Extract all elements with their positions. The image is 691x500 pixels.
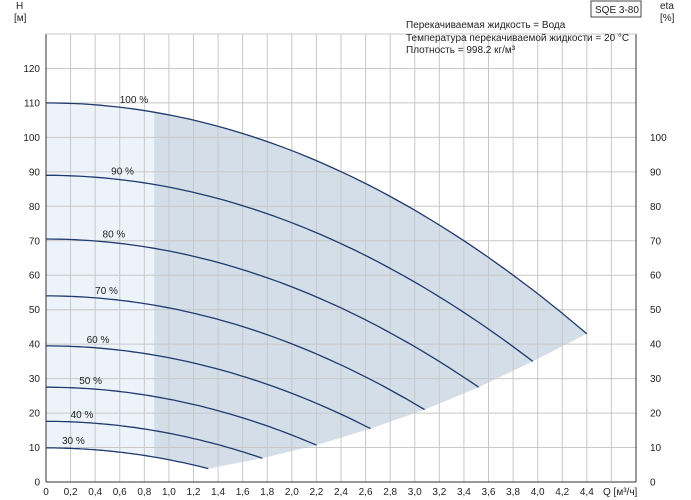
x-tick-label: 4,4	[580, 487, 594, 498]
curve-50-percent	[46, 386, 317, 446]
y-tick-label-right: 50	[650, 305, 662, 316]
x-tick-label: 2,4	[334, 487, 348, 498]
x-tick-label: 0,2	[64, 487, 78, 498]
x-tick-label: 1,2	[187, 487, 201, 498]
y-tick-label-right: 40	[650, 340, 662, 351]
y-tick-label-left: 10	[29, 443, 41, 454]
curve-label-80-percent: 80 %	[103, 230, 126, 241]
curve-40-percent	[45, 420, 263, 459]
y-tick-label-left: 90	[29, 167, 41, 178]
curve-30-percent	[46, 447, 209, 470]
x-tick-label: 1,4	[211, 487, 225, 498]
x-tick-label: 3,2	[432, 487, 446, 498]
curves	[45, 102, 588, 470]
y-tick-label-right: 100	[650, 133, 667, 144]
y-tick-label-left: 110	[24, 98, 40, 109]
x-tick-label: 2,2	[309, 487, 323, 498]
curve-90-percent	[46, 174, 534, 362]
y-tick-label-left: 30	[29, 374, 41, 385]
info-line-density: Плотность = 998.2 кг/м³	[406, 45, 516, 56]
y-tick-label-right: 20	[650, 409, 662, 420]
x-tick-label: 3,0	[408, 487, 422, 498]
axes	[45, 33, 637, 483]
x-tick-label: 2,8	[383, 487, 397, 498]
y-tick-label-left: 50	[29, 305, 41, 316]
info-line-temperature: Температура перекачиваемой жидкости = 20…	[406, 33, 629, 44]
y-tick-label-right: 60	[650, 271, 662, 282]
x-tick-label: 1,0	[162, 487, 176, 498]
x-tick-label: 3,8	[506, 487, 520, 498]
x-axis-title: Q [м³/ч]	[603, 487, 638, 498]
curve-label-30-percent: 30 %	[62, 436, 85, 447]
curve-100-percent	[45, 102, 588, 335]
model-label: SQE 3-80	[595, 5, 639, 16]
y-axis-right-title-2: [%]	[660, 13, 675, 24]
y-tick-label-right: 80	[650, 202, 662, 213]
y-tick-label-left: 80	[29, 202, 41, 213]
x-tick-label: 2,0	[285, 487, 299, 498]
curve-label-50-percent: 50 %	[79, 376, 102, 387]
x-tick-label: 0	[43, 487, 49, 498]
info-line-fluid: Перекачиваемая жидкость = Вода	[406, 20, 566, 31]
x-tick-label: 4,2	[555, 487, 569, 498]
x-tick-label: 4,0	[531, 487, 545, 498]
curve-label-70-percent: 70 %	[95, 286, 118, 297]
curve-label-60-percent: 60 %	[87, 335, 110, 346]
curve-labels: 100 % 90 % 80 % 70 % 60 % 50 % 40 % 30 %	[62, 95, 148, 447]
low-flow-region	[46, 102, 155, 469]
curve-70-percent	[46, 295, 425, 411]
model-box	[590, 0, 642, 18]
x-tick-label: 1,8	[260, 487, 274, 498]
y-axis-left-title-1: H	[16, 1, 23, 12]
x-tick-label: 0,6	[113, 487, 127, 498]
curve-label-40-percent: 40 %	[71, 410, 94, 421]
x-tick-label: 0,4	[88, 487, 102, 498]
y-tick-label-left: 70	[29, 236, 41, 247]
y-tick-label-right: 90	[650, 167, 662, 178]
y-axis-right-title-1: eta	[660, 1, 674, 12]
x-tick-label: 0,8	[137, 487, 151, 498]
y-tick-label-left: 40	[29, 340, 41, 351]
x-tick-label: 1,6	[236, 487, 250, 498]
curve-60-percent	[46, 345, 371, 430]
y-tick-label-right: 0	[650, 478, 656, 489]
y-tick-label-right: 70	[650, 236, 662, 247]
y-axis-left-title-2: [м]	[14, 13, 27, 24]
curve-80-percent	[45, 238, 480, 388]
y-tick-label-left: 100	[23, 133, 40, 144]
curve-label-90-percent: 90 %	[111, 167, 134, 178]
y-tick-label-right: 30	[650, 374, 662, 385]
tick-labels: 0 0,2 0,4 0,6 0,8 1,0 1,2 1,4 1,6 1,8 2,0 2,2 2,4 2,6…	[23, 64, 667, 498]
y-tick-label-left: 120	[23, 64, 40, 75]
y-tick-label-left: 20	[29, 409, 41, 420]
x-tick-label: 3,6	[482, 487, 496, 498]
y-tick-label-left: 60	[29, 271, 41, 282]
x-tick-label: 3,4	[457, 487, 471, 498]
curve-label-100-percent: 100 %	[120, 95, 148, 106]
x-tick-label: 2,6	[359, 487, 373, 498]
y-tick-label-left: 0	[34, 478, 40, 489]
y-tick-label-right: 10	[650, 443, 662, 454]
